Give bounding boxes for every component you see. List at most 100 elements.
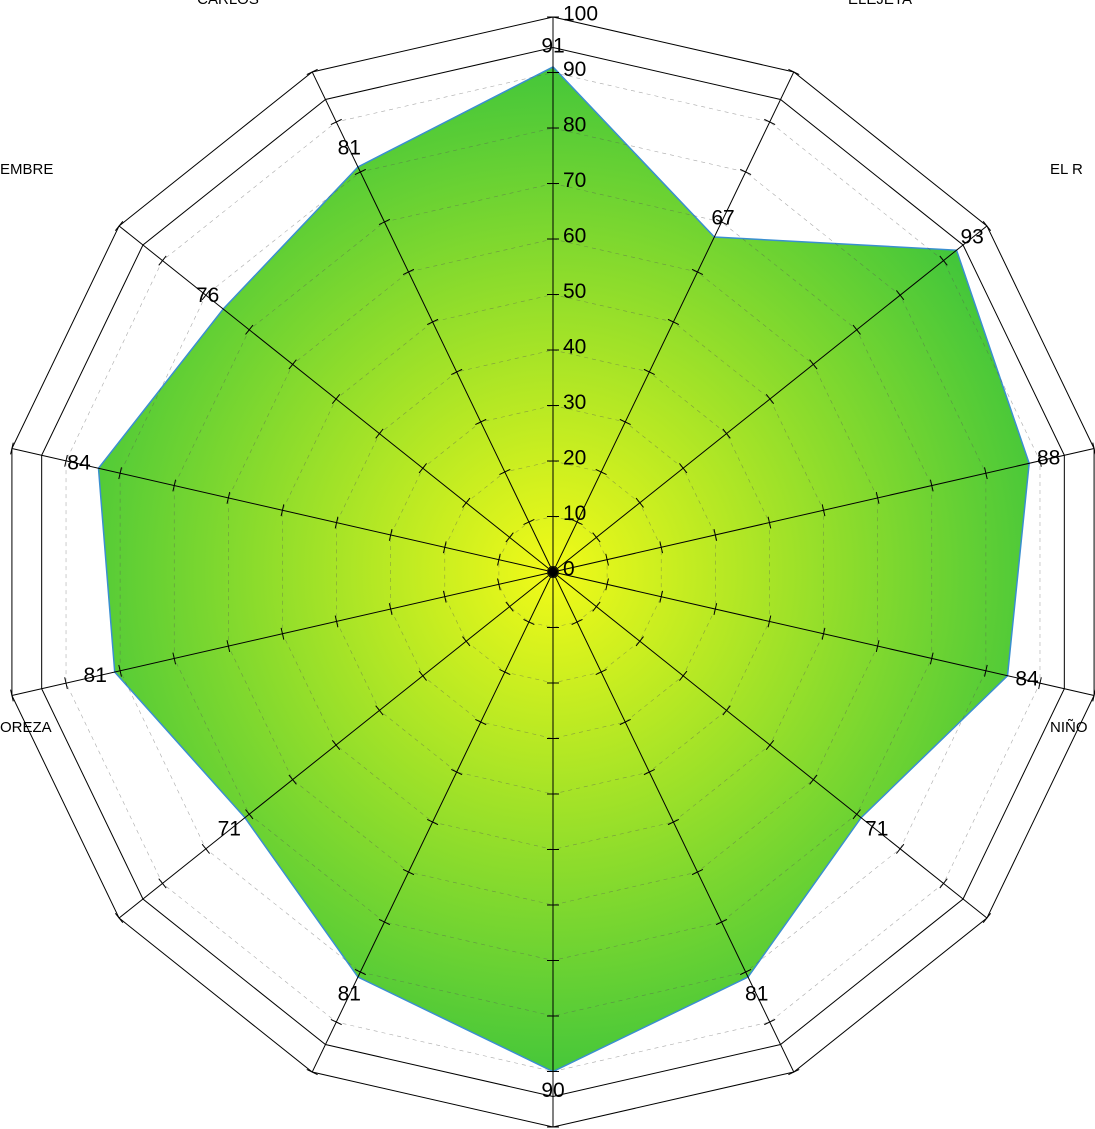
tick-mark <box>245 809 254 820</box>
tick-mark <box>378 218 391 226</box>
tick-mark <box>451 768 463 776</box>
category-label: OREZA <box>0 719 52 736</box>
tick-mark <box>375 428 384 439</box>
tick-mark <box>679 670 688 681</box>
tick-label: 30 <box>563 391 586 414</box>
value-label: 81 <box>84 664 107 687</box>
tick-mark <box>984 467 988 480</box>
tick-mark <box>605 578 609 591</box>
tick-mark <box>713 603 718 616</box>
tick-mark <box>821 504 826 517</box>
tick-mark <box>939 878 948 889</box>
tick-mark <box>809 359 818 370</box>
tick-mark <box>10 689 14 702</box>
tick-mark <box>1038 677 1042 690</box>
tick-mark <box>280 504 285 517</box>
tick-mark <box>592 532 601 543</box>
grid-ring <box>65 72 1041 1072</box>
tick-mark <box>354 168 366 176</box>
tick-label: 40 <box>563 336 586 359</box>
tick-mark <box>619 418 631 426</box>
tick-mark <box>418 463 427 474</box>
tick-mark <box>722 705 731 716</box>
tick-mark <box>635 636 644 647</box>
tick-mark <box>765 393 775 404</box>
tick-mark <box>499 468 511 476</box>
tick-mark <box>619 718 631 726</box>
tick-mark <box>426 318 439 326</box>
grid-ring <box>228 238 878 906</box>
tick-mark <box>595 468 607 476</box>
value-label: 71 <box>218 818 241 841</box>
tick-mark <box>982 913 992 924</box>
value-label: 71 <box>865 818 888 841</box>
tick-mark <box>715 918 728 926</box>
tick-mark <box>767 516 772 529</box>
tick-mark <box>659 541 664 554</box>
tick-mark <box>605 553 609 566</box>
tick-mark <box>375 705 384 716</box>
tick-mark <box>691 268 704 276</box>
tick-mark <box>659 590 664 603</box>
value-label: 76 <box>196 284 219 307</box>
tick-mark <box>929 479 934 492</box>
tick-mark <box>288 774 297 785</box>
tick-mark <box>288 359 297 370</box>
tick-label: 70 <box>563 169 586 192</box>
tick-mark <box>643 768 655 776</box>
value-label: 91 <box>541 34 564 57</box>
tick-mark <box>245 324 254 335</box>
tick-mark <box>635 497 644 508</box>
tick-mark <box>852 324 861 335</box>
tick-mark <box>334 516 339 529</box>
tick-mark <box>713 528 718 541</box>
tick-mark <box>595 668 607 676</box>
tick-mark <box>505 532 514 543</box>
tick-mark <box>442 541 447 554</box>
tick-mark <box>462 497 471 508</box>
value-label: 81 <box>745 983 768 1006</box>
tick-label: 60 <box>563 225 586 248</box>
value-label: 67 <box>711 207 734 230</box>
tick-mark <box>158 255 167 266</box>
tick-mark <box>523 618 535 626</box>
value-label: 90 <box>541 1079 564 1102</box>
tick-label: 50 <box>563 280 586 303</box>
tick-mark <box>331 393 341 404</box>
tick-label: 80 <box>563 114 586 137</box>
tick-mark <box>875 640 880 653</box>
tick-mark <box>809 774 818 785</box>
tick-mark <box>172 652 177 665</box>
tick-mark <box>462 636 471 647</box>
tick-mark <box>571 518 583 526</box>
tick-mark <box>1038 454 1042 467</box>
tick-mark <box>158 878 167 889</box>
tick-mark <box>306 68 318 76</box>
tick-mark <box>592 601 601 612</box>
tick-mark <box>715 218 728 226</box>
tick-mark <box>788 1068 800 1076</box>
tick-mark <box>821 627 826 640</box>
tick-mark <box>765 740 775 751</box>
tick-mark <box>306 1068 318 1076</box>
tick-mark <box>402 268 415 276</box>
tick-mark <box>354 968 366 976</box>
tick-mark <box>388 603 393 616</box>
grid-ring <box>390 405 716 739</box>
tick-mark <box>896 290 905 301</box>
tick-mark <box>201 290 210 301</box>
tick-mark <box>451 368 463 376</box>
tick-mark <box>201 843 210 854</box>
tick-mark <box>114 220 124 231</box>
tick-mark <box>64 454 68 467</box>
tick-mark <box>523 518 535 526</box>
tick-mark <box>643 368 655 376</box>
tick-mark <box>426 818 439 826</box>
tick-mark <box>330 1018 342 1026</box>
grid-ring <box>119 127 987 1017</box>
tick-mark <box>475 718 487 726</box>
tick-mark <box>418 670 427 681</box>
tick-mark <box>691 868 704 876</box>
tick-mark <box>764 118 776 126</box>
category-label: EMBRE <box>0 161 53 178</box>
